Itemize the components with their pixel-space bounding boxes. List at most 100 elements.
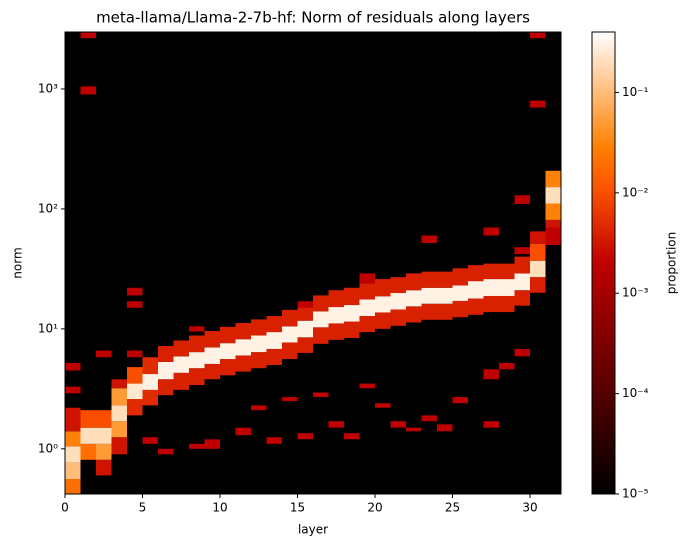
x-axis-label: layer xyxy=(298,523,328,537)
heatmap-cell xyxy=(328,307,344,324)
heatmap-cell xyxy=(421,415,437,422)
heatmap-cell xyxy=(483,421,499,428)
y-tick-label: 10³ xyxy=(38,81,58,95)
heatmap-cell xyxy=(220,343,236,360)
heatmap-cell xyxy=(514,348,530,357)
heatmap-cell xyxy=(65,479,81,494)
heatmap-cell xyxy=(65,386,81,394)
heatmap-cell xyxy=(80,427,96,444)
heatmap-cell xyxy=(359,383,375,389)
heatmap-cell xyxy=(173,372,189,390)
x-tick-label: 0 xyxy=(61,501,69,515)
heatmap-cell xyxy=(421,303,437,320)
heatmap-cell xyxy=(328,421,344,428)
heatmap-cell xyxy=(344,287,360,306)
heatmap-cell xyxy=(545,203,561,220)
heatmap-cell xyxy=(499,295,515,313)
heatmap-cell xyxy=(251,352,267,369)
heatmap-cell xyxy=(313,327,329,344)
heatmap-cell xyxy=(344,433,360,440)
x-tick-label: 15 xyxy=(290,501,305,515)
x-tick-label: 20 xyxy=(367,501,382,515)
heatmap-cell xyxy=(297,301,313,308)
heatmap-cell xyxy=(266,437,282,444)
heatmap-cell xyxy=(173,356,189,373)
heatmap-cell xyxy=(80,86,96,95)
heatmap-cell xyxy=(251,335,267,353)
heatmap-cell xyxy=(514,256,530,274)
heatmap-cell xyxy=(390,277,406,294)
colorbar xyxy=(591,31,616,495)
heatmap-cell xyxy=(235,427,251,436)
heatmap-cell xyxy=(437,287,453,304)
heatmap-cell xyxy=(545,227,561,246)
heatmap-cell xyxy=(96,410,112,428)
heatmap-cell xyxy=(158,361,174,380)
heatmap-cell xyxy=(468,281,484,299)
heatmap-cell xyxy=(65,362,81,371)
heatmap-cell xyxy=(142,389,158,406)
heatmap-cell xyxy=(235,355,251,372)
heatmap-cell xyxy=(96,350,112,358)
colorbar-tick-label: 10⁻¹ xyxy=(622,85,649,99)
heatmap-cell xyxy=(80,32,96,39)
heatmap-cell xyxy=(390,309,406,326)
heatmap-cell xyxy=(65,446,81,463)
heatmap-cell xyxy=(390,293,406,310)
heatmap-cell xyxy=(65,407,81,432)
heatmap-cell xyxy=(158,448,174,455)
heatmap-cell xyxy=(406,427,422,432)
heatmap-cell xyxy=(96,459,112,476)
heatmap-cell xyxy=(142,437,158,444)
heatmap-cell xyxy=(328,290,344,308)
colorbar-tick-label: 10⁻⁴ xyxy=(622,386,649,400)
heatmap-cell xyxy=(483,369,499,380)
heatmap-cell xyxy=(483,227,499,236)
heatmap-cell xyxy=(282,309,298,327)
heatmap-cell xyxy=(530,260,546,278)
y-tick-label: 10² xyxy=(38,201,58,215)
heatmap-cell xyxy=(468,265,484,282)
heatmap-cell xyxy=(111,437,127,455)
heatmap-cell xyxy=(127,383,143,400)
heatmap-cell xyxy=(282,326,298,343)
heatmap-cell xyxy=(313,392,329,398)
heatmap-cell xyxy=(328,323,344,340)
y-axis-label: norm xyxy=(11,247,25,278)
heatmap-cell xyxy=(235,322,251,340)
x-tick-label: 25 xyxy=(445,501,460,515)
heatmap-cell xyxy=(421,235,437,243)
heatmap-cell xyxy=(173,340,189,357)
heatmap-cell xyxy=(375,296,391,313)
heatmap-cell xyxy=(483,295,499,313)
heatmap-cell xyxy=(297,320,313,338)
heatmap-cell xyxy=(452,285,468,301)
heatmap-cell xyxy=(437,424,453,432)
heatmap-cell xyxy=(158,379,174,396)
chart-title: meta-llama/Llama-2-7b-hf: Norm of residu… xyxy=(96,9,530,27)
heatmap-cell xyxy=(220,326,236,344)
heatmap-cell xyxy=(204,347,220,364)
heatmap-cell xyxy=(499,279,515,296)
colorbar-tick-label: 10⁻⁵ xyxy=(622,487,649,501)
heatmap-cell xyxy=(499,362,515,370)
heatmap-cell xyxy=(282,397,298,402)
heatmap-cell xyxy=(514,195,530,204)
heatmap-cell xyxy=(282,342,298,360)
heatmap-cell xyxy=(499,263,515,280)
heatmap-cell xyxy=(80,443,96,460)
heatmap-cell xyxy=(127,367,143,384)
heatmap-cell xyxy=(530,231,546,244)
colorbar-tick-label: 10⁻³ xyxy=(622,286,649,300)
heatmap-cell xyxy=(406,306,422,323)
heatmap-cell xyxy=(204,330,220,348)
heatmap-cell xyxy=(483,279,499,296)
heatmap-cell xyxy=(189,443,205,449)
heatmap-cell xyxy=(65,462,81,480)
heatmap-cell xyxy=(127,399,143,416)
heatmap-cell xyxy=(359,299,375,317)
heatmap-cell xyxy=(189,352,205,369)
heatmap-cell xyxy=(313,311,329,328)
heatmap-cell xyxy=(235,339,251,356)
